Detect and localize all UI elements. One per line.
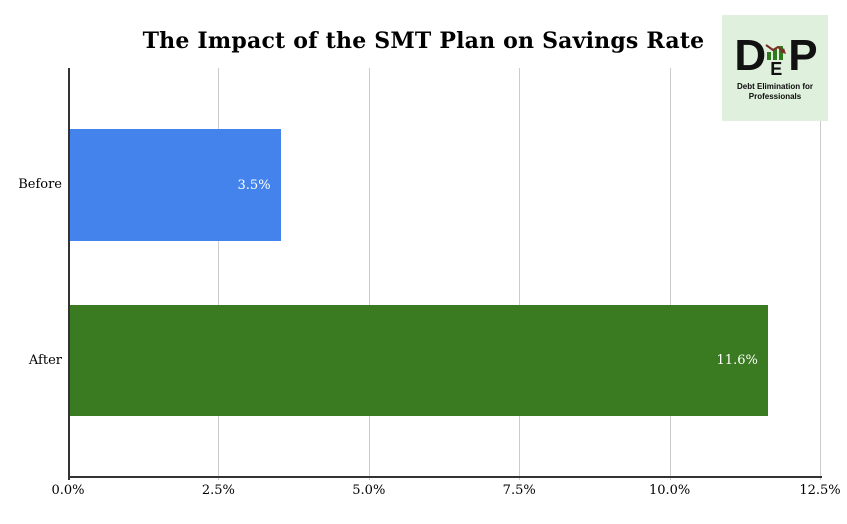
- bar-value-label: 3.5%: [237, 177, 271, 193]
- chart-title: The Impact of the SMT Plan on Savings Ra…: [142, 28, 705, 54]
- logo-tagline-line2: Professionals: [748, 92, 802, 101]
- mini-bar-chart-with-descending-arrow-icon: [765, 44, 787, 60]
- logo-letter-e: E: [770, 59, 783, 79]
- gridline: [519, 68, 521, 480]
- x-tick-label: 7.5%: [502, 483, 536, 498]
- x-tick-label: 10.0%: [648, 483, 691, 498]
- bar-value-label: 11.6%: [716, 353, 758, 368]
- bar-after: 11.6%: [70, 305, 768, 416]
- gridline: [218, 68, 220, 480]
- gridline: [820, 68, 821, 480]
- x-axis-line: [68, 476, 822, 478]
- bar-before: 3.5%: [70, 129, 281, 241]
- logo-letters: D E P: [734, 31, 817, 80]
- x-tick-label: 12.5%: [799, 483, 841, 498]
- logo-letter-d: D: [734, 31, 766, 80]
- x-tick-label: 0.0%: [51, 483, 85, 498]
- category-label-before: Before: [18, 177, 62, 192]
- gridline: [368, 68, 370, 480]
- logo-tagline: Debt Elimination for Professionals: [737, 82, 813, 102]
- x-tick-label: 2.5%: [201, 483, 235, 498]
- category-label-after: After: [28, 352, 62, 368]
- logo-tagline-line1: Debt Elimination for: [737, 82, 813, 91]
- gridline: [669, 68, 671, 480]
- x-tick-label: 5.0%: [352, 483, 386, 498]
- logo-letter-p: P: [788, 31, 817, 80]
- y-axis-line: [68, 68, 70, 480]
- dep-logo: D E P Debt Elimination for Professionals: [722, 15, 828, 121]
